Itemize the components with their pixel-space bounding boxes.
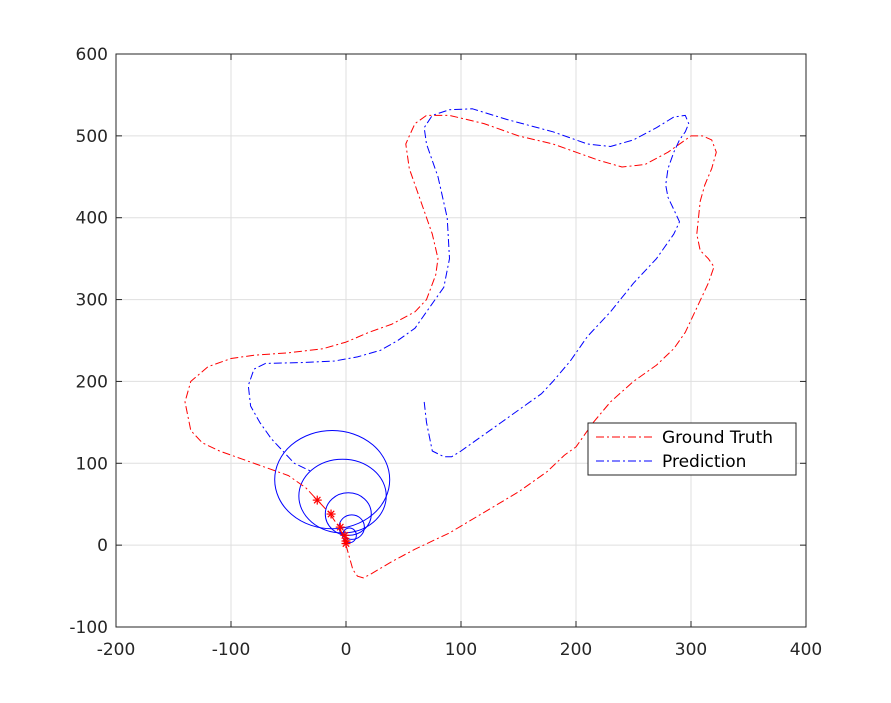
x-tick-label: 200 [560,640,592,660]
x-tick-label: 400 [790,640,822,660]
series-line-prediction [247,108,690,472]
x-tick-label: -200 [97,640,136,660]
legend-label: Ground Truth [662,428,773,448]
asterisk-marker [340,530,350,540]
asterisk-marker [335,522,345,532]
x-tick-label: 300 [675,640,707,660]
y-tick-label: 0 [97,536,108,556]
x-tick-label: -100 [212,640,251,660]
markers-group [312,495,351,549]
y-tick-label: 400 [76,209,108,229]
ticks: -200 -100 0 100 200 300 400-100010020030040050… [69,45,822,660]
asterisk-marker [312,495,322,505]
x-tick-label: 0 [341,640,352,660]
y-tick-label: 300 [76,291,108,311]
legend-box [587,422,797,476]
legend: Ground Truth Prediction [587,422,797,476]
series-line-ground-truth [184,114,717,579]
legend-label: Prediction [662,452,746,472]
y-tick-label: -100 [69,618,108,638]
y-tick-label: 600 [76,45,108,65]
y-tick-label: 100 [76,454,108,474]
series-group [184,108,717,579]
y-tick-label: 200 [76,372,108,392]
asterisk-marker [341,539,351,549]
x-tick-label: 100 [445,640,477,660]
asterisk-marker [326,509,336,519]
y-tick-label: 500 [76,127,108,147]
